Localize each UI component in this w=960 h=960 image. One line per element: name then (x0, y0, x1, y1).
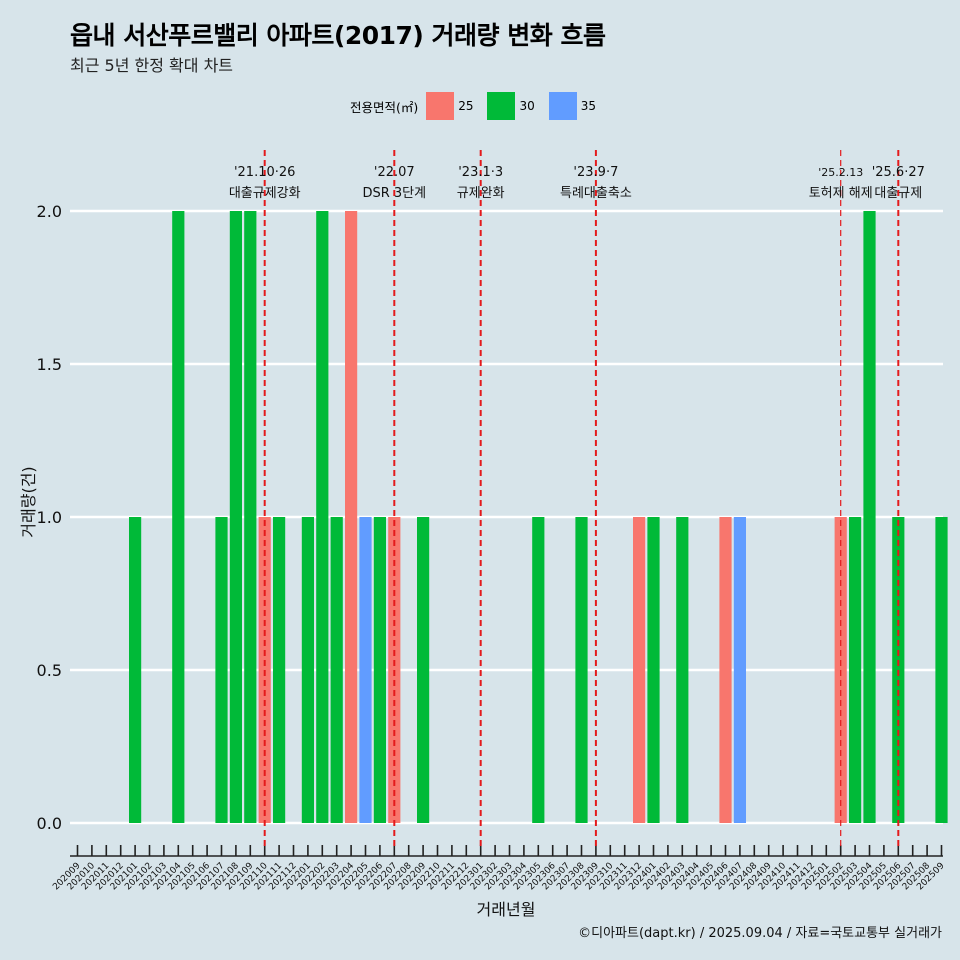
bar-30-202111 (273, 517, 286, 823)
bar-30-202206 (373, 517, 386, 823)
event-label-202309: 특례대출축소 (560, 186, 632, 201)
legend-label-30: 30 (519, 99, 535, 113)
event-date-202207: '22.07 (374, 165, 415, 180)
bar-30-202503 (849, 517, 862, 823)
bar-30-202101 (129, 517, 142, 823)
bar-30-202403 (676, 517, 689, 823)
bar-30-202203 (330, 517, 343, 823)
legend-label-25: 25 (458, 99, 474, 113)
bar-30-202201 (301, 517, 314, 823)
bar-30-202504 (863, 211, 876, 823)
legend-title: 전용면적(㎡) (349, 99, 419, 115)
chart-subtitle: 최근 5년 한정 확대 차트 (70, 56, 234, 75)
legend-key-25 (426, 92, 455, 120)
event-label-202207: DSR 3단계 (362, 186, 426, 201)
event-date-202506: '25.6·27 (872, 165, 925, 180)
event-label-202502: 토허제 해제 (809, 186, 873, 201)
event-date-202309: '23.9·7 (573, 165, 618, 180)
y-tick-label: 1.5 (37, 355, 62, 374)
legend: 전용면적(㎡) 25 30 35 (0, 92, 960, 120)
legend-label-35: 35 (580, 99, 597, 113)
bar-25-202312 (633, 517, 646, 823)
bar-25-202406 (719, 517, 732, 823)
bar-30-202509 (935, 517, 948, 823)
bar-35-202407 (733, 517, 746, 823)
legend-key-35 (548, 92, 577, 120)
bar-30-202401 (647, 517, 660, 823)
legend-key-30 (487, 92, 516, 120)
event-label-202110: 대출규제강화 (229, 186, 301, 201)
bar-30-202104 (172, 211, 185, 823)
y-tick-label: 0.5 (37, 661, 62, 680)
y-tick-label: 2.0 (37, 202, 62, 221)
bar-30-202107 (215, 517, 228, 823)
bar-35-202205 (359, 517, 372, 823)
chart-title: 읍내 서산푸르밸리 아파트(2017) 거래량 변화 흐름 (70, 21, 606, 50)
y-tick-label: 1.0 (37, 508, 62, 527)
event-label-202506: 대출규제 (874, 186, 922, 201)
x-axis-title: 거래년월 (477, 900, 536, 919)
event-date-202110: '21.10·26 (234, 165, 295, 180)
bar-30-202109 (244, 211, 257, 823)
bar-30-202108 (229, 211, 242, 823)
bar-30-202305 (532, 517, 545, 823)
bar-30-202209 (417, 517, 430, 823)
event-date-202502: '25.2.13 (818, 166, 863, 179)
event-label-202301: 규제완화 (457, 186, 505, 201)
y-tick-label: 0.0 (37, 814, 62, 833)
event-date-202301: '23.1·3 (458, 165, 503, 180)
source-caption: ©디아파트(dapt.kr) / 2025.09.04 / 자료=국토교통부 실… (578, 926, 942, 941)
bar-30-202308 (575, 517, 588, 823)
bar-25-202204 (345, 211, 358, 823)
y-axis-title: 거래량(건) (19, 466, 38, 537)
bar-30-202202 (316, 211, 329, 823)
